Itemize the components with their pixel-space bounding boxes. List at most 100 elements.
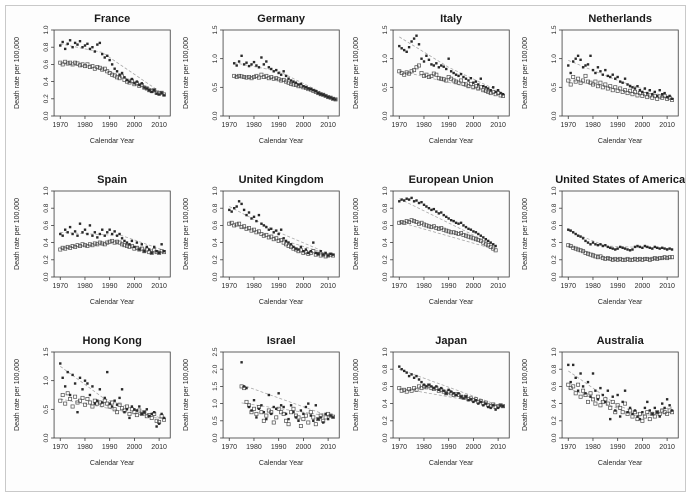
data-point-filled (160, 412, 163, 416)
x-tick-label: 1990 (271, 122, 287, 129)
panel-israel: Israel 0.0 0.5 1.0 1.5 2.0 2.5 1970 1980 1990 2000… (183, 335, 340, 467)
data-point-filled (125, 241, 129, 244)
data-point-filled (618, 80, 622, 83)
data-point-filled (123, 239, 126, 243)
data-point-filled (260, 56, 263, 59)
data-point-open (470, 236, 475, 241)
data-point-open (63, 401, 68, 406)
data-point-filled (489, 241, 492, 244)
data-point-filled (603, 400, 607, 404)
trend-line-open (229, 223, 334, 256)
plot-box (222, 351, 340, 439)
y-tick-label: 0.6 (212, 221, 219, 230)
data-point-open (451, 230, 456, 235)
data-point-filled (61, 40, 64, 44)
data-point-filled (145, 408, 149, 411)
data-point-open (58, 398, 63, 403)
data-point-filled (449, 70, 452, 73)
y-tick-label: 0.4 (381, 399, 388, 408)
data-point-filled (454, 393, 457, 397)
data-point-open (637, 411, 642, 416)
data-point-open (588, 391, 593, 396)
data-point-filled (125, 78, 129, 82)
x-tick-label: 1980 (416, 444, 432, 451)
data-point-open (443, 78, 448, 83)
data-point-open (399, 388, 404, 393)
data-point-filled (628, 249, 632, 252)
data-point-filled (290, 243, 293, 246)
data-point-filled (412, 37, 415, 40)
data-point-filled (613, 248, 617, 251)
data-point-open (404, 389, 409, 394)
data-point-filled (71, 373, 74, 377)
y-tick-label: 1.0 (212, 186, 219, 195)
data-point-filled (437, 66, 440, 69)
y-tick-label: 1.5 (381, 25, 388, 34)
x-tick-label: 2010 (321, 444, 337, 451)
data-point-filled (299, 82, 303, 86)
y-tick-label: 0.4 (212, 238, 219, 247)
data-point-filled (668, 247, 671, 250)
y-tick-label: 0.0 (43, 433, 50, 442)
data-point-filled (591, 68, 594, 72)
data-point-filled (584, 392, 587, 395)
data-point-open (588, 252, 593, 257)
y-axis-label: Death rate per 100,000 (353, 37, 360, 109)
data-point-filled (68, 225, 72, 229)
data-point-filled (496, 89, 499, 92)
figure-frame: France 0.0 0.2 0.4 0.6 0.8 1.0 1970 1980 1990 2000… (5, 5, 686, 492)
y-tick-label: 0.6 (381, 382, 388, 391)
y-tick-label: 0.0 (43, 272, 50, 281)
data-point-open (585, 399, 590, 404)
data-point-filled (280, 73, 283, 76)
data-point-filled (66, 231, 69, 234)
data-point-filled (493, 244, 497, 248)
data-point-open (262, 418, 267, 423)
data-point-filled (78, 40, 82, 43)
data-point-filled (78, 222, 82, 225)
panel-italy: Italy 0.0 0.5 1.0 1.5 1970 1980 1990 2000 2010 Dea… (353, 13, 510, 145)
data-point-filled (486, 239, 489, 243)
x-tick-label: 2000 (634, 444, 650, 451)
data-point-filled (623, 247, 627, 250)
data-point-filled (297, 248, 300, 251)
data-point-open (433, 72, 438, 77)
data-point-filled (476, 402, 479, 405)
data-point-open (242, 75, 247, 79)
data-point-filled (63, 385, 67, 388)
data-point-filled (314, 404, 318, 407)
data-point-filled (501, 93, 504, 96)
data-point-open (610, 399, 615, 404)
data-point-filled (608, 75, 612, 79)
x-tick-label: 1990 (102, 444, 118, 451)
data-point-filled (606, 389, 609, 392)
data-point-filled (120, 388, 124, 391)
trend-line-open (567, 79, 672, 100)
data-point-filled (329, 252, 333, 255)
data-point-filled (596, 398, 599, 401)
data-point-open (585, 251, 590, 256)
data-point-filled (608, 417, 612, 421)
data-point-filled (598, 70, 602, 73)
data-point-open (461, 232, 465, 237)
x-tick-label: 2000 (127, 283, 143, 290)
x-tick-label: 1970 (391, 122, 407, 129)
data-point-filled (93, 50, 97, 53)
data-point-open (615, 403, 620, 408)
data-point-open (110, 72, 115, 77)
data-point-open (640, 257, 645, 262)
data-point-filled (427, 383, 430, 386)
data-point-open (75, 243, 80, 248)
data-point-filled (574, 376, 577, 379)
data-point-filled (233, 207, 236, 210)
plot-box (222, 29, 340, 117)
data-point-open (237, 221, 242, 226)
y-tick-label: 0.0 (212, 272, 219, 281)
y-tick-label: 1.5 (551, 25, 558, 34)
data-point-open (645, 256, 649, 261)
data-point-filled (59, 44, 62, 47)
data-point-open (615, 257, 620, 262)
data-point-filled (285, 239, 288, 243)
panel-european-union: European Union 0.0 0.2 0.4 0.6 0.8 1.0 1970 1980… (353, 174, 510, 306)
data-point-open (120, 406, 125, 411)
